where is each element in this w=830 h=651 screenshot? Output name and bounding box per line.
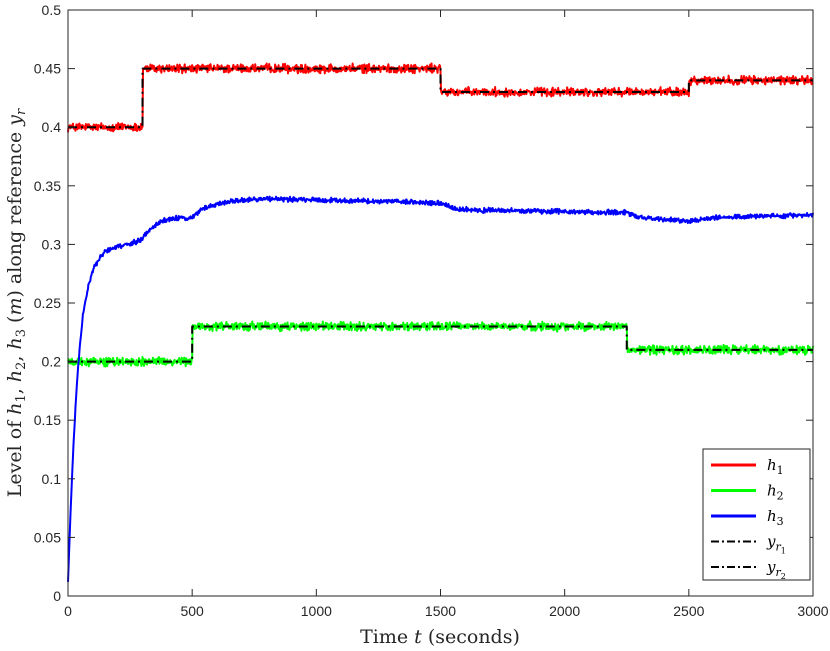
x-tick-label: 0 [64,603,72,619]
y-tick-label: 0.35 [34,178,61,194]
legend-label: yr1 [766,533,786,556]
x-tick-label: 1000 [301,603,332,619]
series-yr2-line [68,325,813,363]
y-axis-label: Level of h1, h2, h3 (m) along reference … [4,108,29,497]
x-tick-label: 1500 [425,603,456,619]
legend-label: yr2 [766,558,786,581]
legend-label: h1 [767,456,784,477]
y-tick-label: 0 [53,588,61,604]
y-tick-label: 0.5 [42,2,62,18]
y-tick-label: 0.4 [42,119,62,135]
plot-background [68,10,813,596]
series-layer [67,62,814,582]
series-h3-line [67,195,814,582]
y-tick-label: 0.2 [42,354,62,370]
x-tick-label: 2000 [549,603,580,619]
y-tick-label: 0.1 [42,471,62,487]
x-tick-label: 3000 [797,603,828,619]
y-tick-label: 0.25 [34,295,61,311]
legend-label: h3 [767,507,784,528]
series-yr1-line [68,67,813,129]
ticks-layer: 0 500 1000 1500 2000 2500 3000 0 0.05 0.1 0.15 0.2 0… [34,2,829,619]
legend-label: h2 [767,482,784,503]
x-axis-label: Time t (seconds) [360,626,520,648]
y-tick-label: 0.15 [34,412,61,428]
y-tick-label: 0.05 [34,529,61,545]
y-tick-label: 0.3 [42,236,62,252]
y-tick-label: 0.45 [34,61,61,77]
x-tick-label: 500 [180,603,204,619]
x-tick-label: 2500 [673,603,704,619]
